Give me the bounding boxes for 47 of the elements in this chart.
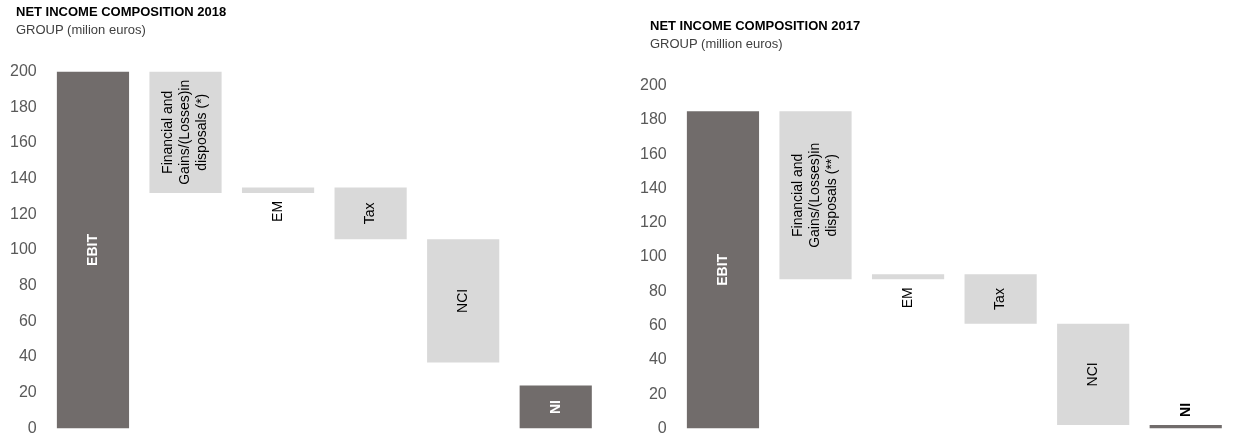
bar [427, 239, 500, 363]
y-tick-label: 60 [18, 311, 37, 329]
bar [519, 385, 592, 429]
y-tick-label: 120 [9, 204, 37, 222]
bar [964, 274, 1037, 324]
bar [241, 187, 315, 193]
category-label: Financial and Gains/(Losses)in disposals (**) [789, 142, 840, 248]
category-label: Tax [991, 288, 1008, 310]
y-tick-label: 0 [27, 418, 37, 436]
y-tick-label: 100 [9, 240, 37, 258]
y-tick-label: 0 [657, 418, 667, 436]
y-tick-label: 160 [639, 144, 667, 162]
category-label: Financial and Gains/(Losses)in disposals (*) [159, 79, 210, 185]
category-label: NI [546, 399, 563, 414]
y-tick-label: 40 [18, 347, 37, 365]
category-label: NCI [1084, 362, 1101, 387]
bar [334, 187, 407, 240]
y-tick-label: 60 [648, 315, 667, 333]
category-label: EM [268, 200, 285, 222]
bar [686, 111, 760, 429]
chart-title: NET INCOME COMPOSITION 2017 [650, 18, 861, 33]
bar [1057, 323, 1130, 425]
category-label: EBIT [713, 253, 730, 286]
y-tick-label: 100 [639, 247, 667, 265]
y-tick-label: 80 [18, 276, 37, 294]
y-tick-label: 180 [639, 110, 667, 128]
category-label: NI [1176, 402, 1193, 417]
y-tick-label: 40 [648, 350, 667, 368]
y-tick-label: 140 [639, 178, 667, 196]
chart-subtitle: GROUP (million euros) [650, 36, 783, 51]
y-tick-label: 160 [9, 133, 37, 151]
y-tick-label: 140 [9, 169, 37, 187]
chart-subtitle: GROUP (milion euros) [16, 22, 146, 37]
category-label: NCI [454, 288, 471, 313]
y-tick-label: 20 [18, 383, 37, 401]
y-tick-label: 120 [639, 213, 667, 231]
bar [56, 71, 130, 429]
category-label: Tax [361, 202, 378, 225]
chart-title: NET INCOME COMPOSITION 2018 [16, 4, 227, 19]
y-tick-label: 200 [639, 76, 667, 94]
category-label: EM [898, 287, 915, 309]
y-tick-label: 80 [648, 281, 667, 299]
category-label: EBIT [83, 234, 100, 266]
y-tick-label: 180 [9, 97, 37, 115]
y-tick-label: 200 [9, 62, 37, 80]
bar [871, 274, 945, 280]
y-tick-label: 20 [648, 384, 667, 402]
